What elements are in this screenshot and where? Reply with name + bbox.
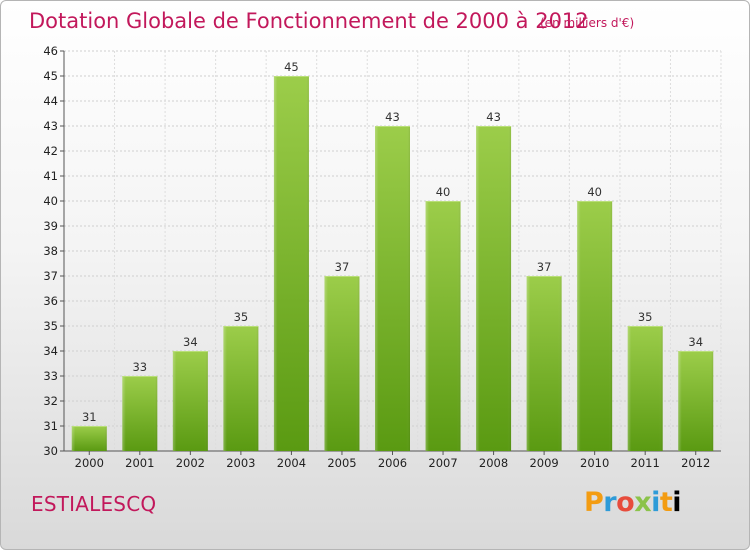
y-tick-label: 41 [43,169,58,183]
bar-value-label: 43 [486,110,501,124]
x-tick-label: 2007 [428,456,457,470]
y-tick-label: 42 [43,144,58,158]
bar-shading [526,276,562,451]
bar-shading [273,76,309,451]
y-tick-label: 39 [43,219,58,233]
bar-shading [324,276,360,451]
x-tick-label: 2010 [580,456,609,470]
x-tick-label: 2002 [176,456,205,470]
bar-shading [223,326,259,451]
x-tick-label: 2012 [681,456,710,470]
bar-value-label: 31 [82,410,97,424]
bar-value-label: 43 [385,110,400,124]
y-tick-label: 37 [43,269,58,283]
x-tick-label: 2006 [378,456,407,470]
y-tick-label: 45 [43,69,58,83]
bar-shading [678,351,714,451]
x-tick-label: 2005 [327,456,356,470]
chart-title: Dotation Globale de Fonctionnement de 20… [29,9,589,33]
bar-value-label: 37 [537,260,552,274]
bar-value-label: 33 [132,360,147,374]
y-tick-label: 35 [43,319,58,333]
y-tick-label: 44 [43,94,58,108]
y-tick-label: 33 [43,369,58,383]
bar-value-label: 37 [335,260,350,274]
y-tick-label: 34 [43,344,58,358]
bar-value-label: 35 [234,310,249,324]
bar-shading [425,201,461,451]
y-tick-label: 31 [43,419,58,433]
bar-value-label: 34 [688,335,703,349]
bar-value-label: 40 [436,185,451,199]
bar-value-label: 35 [638,310,653,324]
x-tick-label: 2011 [631,456,660,470]
chart-subtitle: (en milliers d'€) [540,16,635,30]
bar-shading [627,326,663,451]
bar-value-label: 45 [284,60,299,74]
x-tick-label: 2008 [479,456,508,470]
bar-shading [122,376,158,451]
y-tick-label: 36 [43,294,58,308]
bar-shading [476,126,512,451]
y-tick-label: 46 [43,44,58,58]
bar-shading [172,351,208,451]
x-tick-label: 2003 [226,456,255,470]
x-tick-label: 2000 [75,456,104,470]
bar-shading [577,201,613,451]
commune-name: ESTIALESCQ [31,492,157,516]
y-tick-label: 32 [43,394,58,408]
y-tick-label: 30 [43,444,58,458]
bar-shading [71,426,107,451]
y-tick-label: 38 [43,244,58,258]
x-tick-label: 2001 [125,456,154,470]
y-tick-label: 40 [43,194,58,208]
bar-value-label: 34 [183,335,198,349]
bar-value-label: 40 [587,185,602,199]
x-tick-label: 2004 [277,456,306,470]
bar-shading [375,126,410,451]
y-tick-label: 43 [43,119,58,133]
x-tick-label: 2009 [529,456,558,470]
proxiti-logo: Proxiti [584,487,682,518]
